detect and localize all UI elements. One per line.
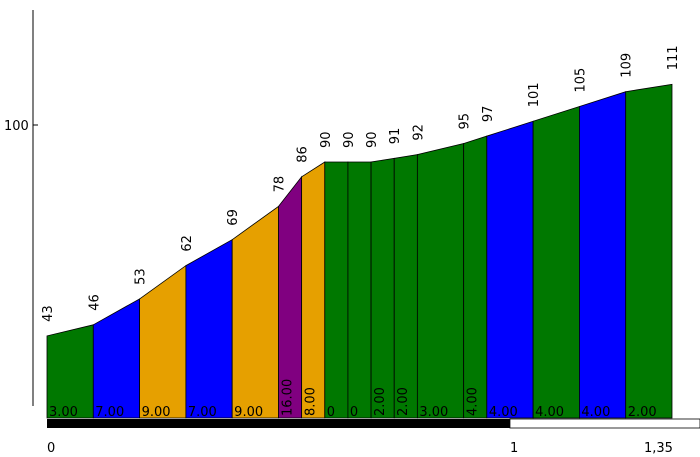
elevation-label: 92 xyxy=(411,124,426,141)
elevation-label: 90 xyxy=(342,131,357,148)
segment-area xyxy=(185,239,233,419)
gradient-label: 2.00 xyxy=(396,387,411,416)
segment-area xyxy=(347,161,372,419)
gradient-label: 9.00 xyxy=(142,405,171,420)
elevation-label: 105 xyxy=(573,68,588,93)
elevation-label: 43 xyxy=(41,305,56,322)
elevation-label: 86 xyxy=(296,146,311,163)
axes: 100 xyxy=(4,10,38,406)
gradient-label: 4.00 xyxy=(535,405,564,420)
y-tick-label: 100 xyxy=(4,119,29,134)
distance-bar-filled xyxy=(47,419,510,428)
segment-area xyxy=(301,161,326,419)
elevation-label: 111 xyxy=(666,45,681,70)
gradient-label: 0 xyxy=(350,405,358,420)
elevation-labels: 43 46 53 62 69 78 86 90 90 90 91 92 95 97 101 105 109 111 xyxy=(41,45,681,321)
x-tick-label: 1,35 xyxy=(644,441,673,456)
segment-area xyxy=(532,105,580,419)
x-tick-label: 0 xyxy=(47,441,55,456)
segment-area xyxy=(625,83,673,419)
gradient-label: 2.00 xyxy=(373,387,388,416)
elevation-label: 90 xyxy=(365,131,380,148)
segment-area xyxy=(486,120,534,419)
gradient-label: 8.00 xyxy=(304,387,319,416)
segment-area xyxy=(139,264,187,419)
segment-area xyxy=(579,91,627,419)
gradient-labels: 3.00 7.00 9.00 7.00 9.00 16.00 8.00 0 0 2.00 2.00 3… xyxy=(49,379,657,420)
segment-area xyxy=(324,161,349,419)
gradient-label: 9.00 xyxy=(234,405,263,420)
gradient-label: 16.00 xyxy=(280,379,295,416)
gradient-label: 4.00 xyxy=(489,405,518,420)
segment-area xyxy=(92,298,140,419)
gradient-label: 7.00 xyxy=(95,405,124,420)
elevation-label: 90 xyxy=(319,131,334,148)
gradient-label: 4.00 xyxy=(466,387,481,416)
gradient-label: 3.00 xyxy=(419,405,448,420)
segment-areas xyxy=(46,83,673,419)
segment-area xyxy=(393,154,418,419)
elevation-label: 109 xyxy=(620,53,635,78)
elevation-label: 101 xyxy=(527,82,542,107)
x-tick-label: 1 xyxy=(510,441,518,456)
gradient-label: 7.00 xyxy=(188,405,217,420)
gradient-label: 2.00 xyxy=(628,405,657,420)
elevation-label: 69 xyxy=(226,209,241,226)
segment-area xyxy=(416,142,465,419)
distance-bar-empty xyxy=(509,418,700,429)
elevation-label: 78 xyxy=(272,176,287,193)
gradient-label: 3.00 xyxy=(49,405,78,420)
elevation-label: 97 xyxy=(481,106,496,123)
segment-area xyxy=(463,135,488,419)
segment-area xyxy=(231,205,279,419)
segment-area xyxy=(370,157,395,419)
elevation-label: 91 xyxy=(388,128,403,145)
elevation-label: 46 xyxy=(87,294,102,311)
distance-scale: 0 1 1,35 xyxy=(47,418,700,456)
gradient-label: 0 xyxy=(327,405,335,420)
elevation-label: 62 xyxy=(180,235,195,252)
elevation-label: 53 xyxy=(134,268,149,285)
gradient-label: 4.00 xyxy=(581,405,610,420)
elevation-label: 95 xyxy=(458,113,473,130)
